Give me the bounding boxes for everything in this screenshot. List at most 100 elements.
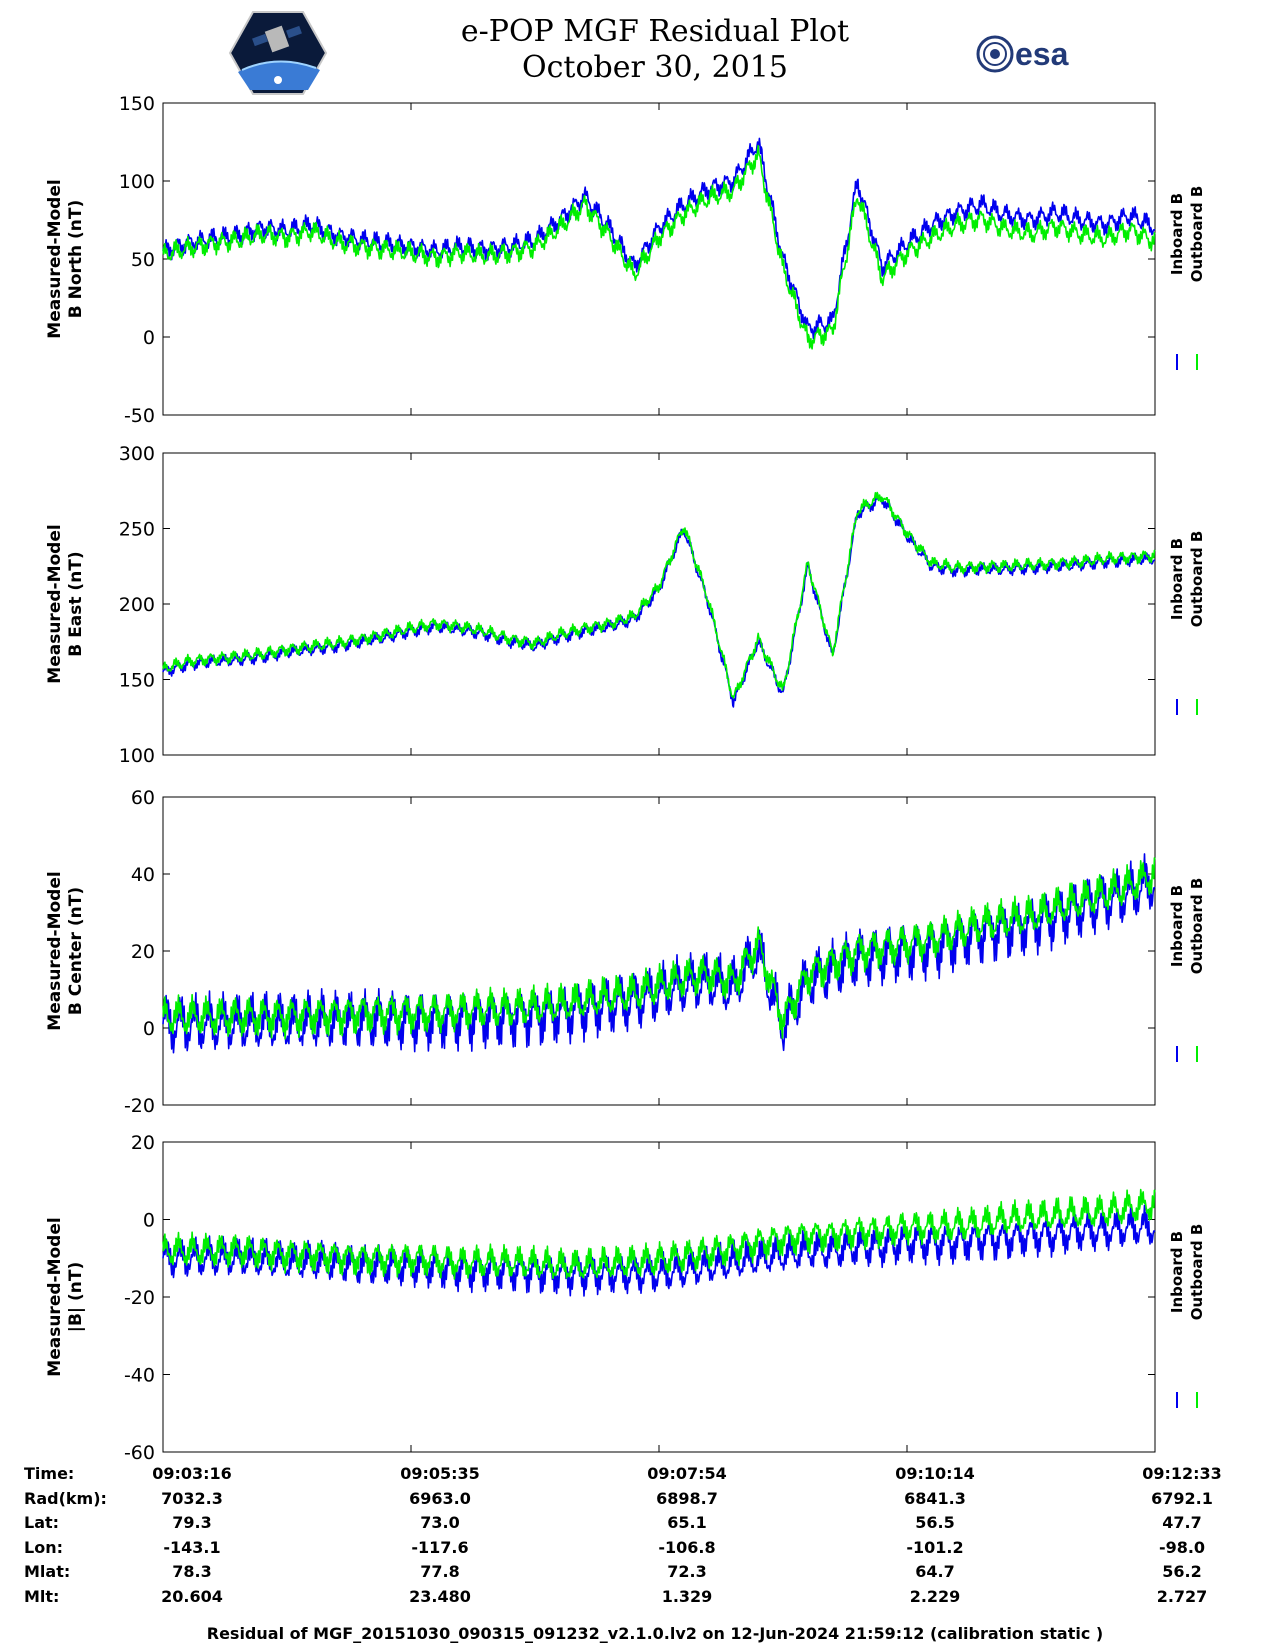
- info-row: Mlat: 78.3 77.8 72.3 64.7 56.2: [0, 1562, 1275, 1586]
- y-axis-label-line: B Center (nT): [66, 887, 86, 1015]
- info-cell: 64.7: [915, 1562, 955, 1582]
- y-tick-label: -20: [124, 1287, 155, 1309]
- info-cell: 56.2: [1162, 1562, 1202, 1582]
- y-tick-label: 20: [131, 1132, 155, 1154]
- info-cell: 78.3: [172, 1562, 212, 1582]
- plot-frame-1: [162, 102, 1156, 416]
- info-cell: 1.329: [661, 1587, 713, 1606]
- legend-outboard-label: Outboard B: [1188, 531, 1206, 628]
- legend-inboard-label: Inboard B: [1168, 885, 1186, 967]
- y-axis-label-4: Measured-Model|B| (nT): [45, 1217, 86, 1376]
- series-outboard-line: [162, 144, 1156, 350]
- legend-inboard-label: Inboard B: [1168, 193, 1186, 275]
- info-cell: 23.480: [409, 1587, 471, 1606]
- info-row: Time: 09:03:16 09:05:35 09:07:54 09:10:14 09:…: [0, 1464, 1275, 1488]
- info-row-label: Lat:: [24, 1513, 60, 1533]
- info-cell: -106.8: [658, 1537, 716, 1557]
- y-tick-label: 150: [119, 93, 155, 115]
- info-cell: 09:12:33: [1142, 1464, 1222, 1483]
- info-cell: -143.1: [163, 1537, 221, 1557]
- info-cell: 6792.1: [1151, 1488, 1213, 1508]
- legend-outboard-label: Outboard B: [1188, 186, 1206, 283]
- info-cell: 2.229: [909, 1587, 961, 1606]
- info-cell: 72.3: [667, 1562, 707, 1582]
- y-tick-label: -60: [124, 1442, 155, 1460]
- chart-title: e-POP MGF Residual Plot October 30, 2015: [0, 14, 1275, 86]
- title-line-1: e-POP MGF Residual Plot: [460, 14, 850, 49]
- legend-outboard-label: Outboard B: [1188, 878, 1206, 975]
- info-cell: 09:10:14: [895, 1464, 975, 1483]
- info-cell: 65.1: [667, 1513, 707, 1533]
- y-axis-label-3: Measured-ModelB Center (nT): [45, 871, 86, 1030]
- title-line-2: October 30, 2015: [522, 50, 788, 85]
- y-tick-label: 0: [143, 1018, 155, 1040]
- plot-frame-2: [162, 452, 1156, 756]
- y-axis-label-line: Measured-Model: [45, 524, 65, 683]
- info-row-label: Time:: [24, 1464, 75, 1483]
- y-tick-label: 100: [119, 745, 155, 767]
- info-cell: 7032.3: [161, 1488, 223, 1508]
- info-row-label: Lon:: [24, 1537, 63, 1557]
- y-axis-label-line: Measured-Model: [45, 1217, 65, 1376]
- footer-caption: Residual of MGF_20151030_090315_091232_v…: [206, 1624, 1104, 1643]
- info-cell: 09:03:16: [152, 1464, 232, 1483]
- info-cell: 6963.0: [409, 1488, 471, 1508]
- info-cell: -98.0: [1158, 1537, 1206, 1557]
- y-tick-label: 150: [119, 670, 155, 692]
- legend-inboard-label: Inboard B: [1168, 1231, 1186, 1313]
- y-tick-label: -50: [124, 405, 155, 427]
- y-tick-label: 50: [131, 249, 155, 271]
- info-cell: 09:05:35: [400, 1464, 480, 1483]
- info-row: Rad(km): 7032.3 6963.0 6898.7 6841.3 6792.1: [0, 1489, 1275, 1513]
- orbit-info-table: Time: 09:03:16 09:05:35 09:07:54 09:10:14 09:…: [0, 1464, 1275, 1614]
- y-tick-label: 0: [143, 327, 155, 349]
- info-cell: 47.7: [1162, 1513, 1202, 1533]
- y-tick-label: 100: [119, 171, 155, 193]
- y-axis-label-line: |B| (nT): [66, 1262, 86, 1333]
- legend-inboard-label: Inboard B: [1168, 538, 1186, 620]
- info-row: Lat: 79.3 73.0 65.1 56.5 47.7: [0, 1513, 1275, 1537]
- series-outboard-line: [162, 857, 1156, 1040]
- info-cell: 79.3: [172, 1513, 212, 1533]
- series-outboard-line: [162, 491, 1156, 699]
- y-tick-label: 200: [119, 594, 155, 616]
- info-row: Lon: -143.1 -117.6 -106.8 -101.2 -98.0: [0, 1538, 1275, 1562]
- y-tick-label: -20: [124, 1095, 155, 1117]
- plot-frame-4: [162, 1141, 1156, 1453]
- info-cell: 2.727: [1156, 1587, 1208, 1606]
- y-axis-label-line: Measured-Model: [45, 179, 65, 338]
- y-tick-label: 250: [119, 519, 155, 541]
- info-cell: 73.0: [420, 1513, 460, 1533]
- y-tick-label: 0: [143, 1210, 155, 1232]
- info-row-label: Mlat:: [24, 1562, 71, 1582]
- info-cell: 6898.7: [656, 1488, 718, 1508]
- y-axis-label-2: Measured-ModelB East (nT): [45, 524, 86, 683]
- info-cell: -101.2: [906, 1537, 964, 1557]
- y-axis-label-line: B East (nT): [66, 551, 86, 656]
- info-row-label: Mlt:: [24, 1587, 60, 1606]
- info-cell: 09:07:54: [647, 1464, 727, 1483]
- info-cell: 56.5: [915, 1513, 955, 1533]
- y-tick-label: 40: [131, 864, 155, 886]
- info-cell: -117.6: [411, 1537, 469, 1557]
- info-cell: 77.8: [420, 1562, 460, 1582]
- series-inboard-line: [162, 137, 1156, 340]
- plot-frame-3: [162, 796, 1156, 1106]
- y-tick-label: 20: [131, 941, 155, 963]
- info-row: Mlt: 20.604 23.480 1.329 2.229 2.727: [0, 1587, 1275, 1611]
- info-cell: 6841.3: [904, 1488, 966, 1508]
- y-axis-label-line: B North (nT): [66, 200, 86, 319]
- y-tick-label: 60: [131, 787, 155, 809]
- info-row-label: Rad(km):: [24, 1488, 107, 1508]
- series-inboard-line: [162, 495, 1156, 708]
- esa-logo-icon: esa: [976, 35, 1069, 73]
- legend-outboard-label: Outboard B: [1188, 1224, 1206, 1321]
- y-axis-label-1: Measured-ModelB North (nT): [45, 179, 86, 338]
- series-outboard-line: [162, 1188, 1156, 1280]
- y-axis-label-line: Measured-Model: [45, 871, 65, 1030]
- esa-logo-text: esa: [1015, 36, 1069, 72]
- y-tick-label: -40: [124, 1365, 155, 1387]
- info-cell: 20.604: [161, 1587, 223, 1606]
- cassiope-logo-icon: [228, 11, 328, 95]
